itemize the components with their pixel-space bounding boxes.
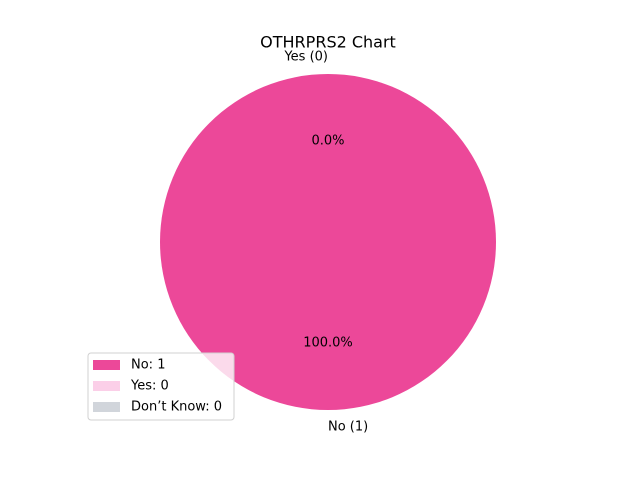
legend-swatch — [93, 360, 120, 370]
legend-swatch — [93, 402, 120, 412]
chart-title: OTHRPRS2 Chart — [260, 33, 396, 52]
legend-label: Yes: 0 — [130, 379, 169, 394]
legend-box — [87, 352, 235, 421]
legend-label: Don’t Know: 0 — [131, 400, 222, 415]
legend-label: No: 1 — [131, 358, 165, 373]
percent-label: 0.0% — [311, 134, 344, 149]
slice-label: Yes (0) — [283, 50, 328, 65]
slice-label: No (1) — [328, 419, 368, 434]
pie-slice — [160, 74, 496, 410]
legend-swatch — [93, 381, 120, 391]
percent-label: 100.0% — [303, 335, 353, 350]
